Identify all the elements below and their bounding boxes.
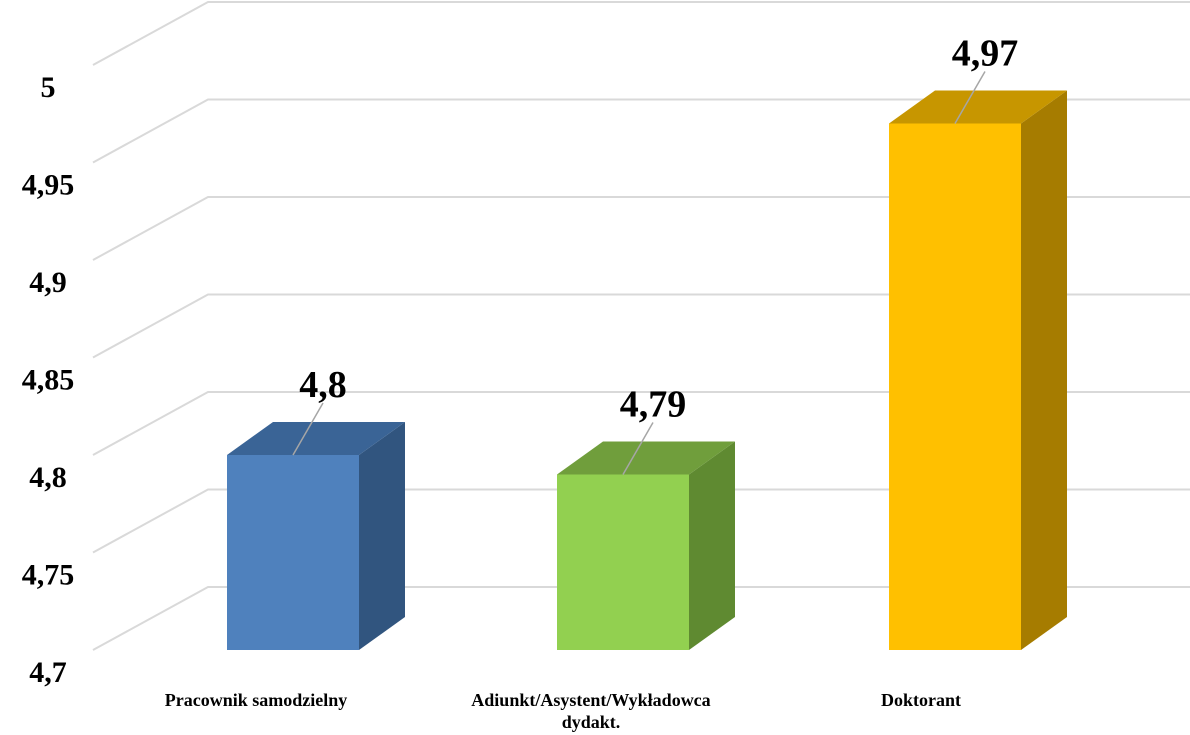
bar-side-face bbox=[359, 422, 405, 650]
x-category-label: Doktorant bbox=[881, 690, 961, 710]
bar bbox=[889, 90, 1067, 650]
data-label-leader bbox=[954, 71, 986, 124]
bar-top-face bbox=[557, 441, 735, 475]
data-label: 4,8 bbox=[299, 364, 347, 406]
bar-top-face bbox=[227, 422, 405, 455]
x-category-label: Adiunkt/Asystent/Wykładowca dydakt. bbox=[471, 690, 710, 732]
gridline bbox=[92, 391, 1190, 456]
data-label-leader bbox=[622, 422, 654, 475]
y-axis-ticks: 4,7 4,75 4,8 4,85 4,9 4,95 5 bbox=[22, 71, 75, 689]
gridline bbox=[92, 196, 1190, 261]
y-tick-label: 4,95 bbox=[22, 169, 75, 202]
gridlines bbox=[92, 1, 1190, 651]
bar-front-face bbox=[557, 474, 689, 650]
bar-side-face bbox=[689, 441, 735, 650]
data-labels: 4,8 4,79 4,97 bbox=[292, 33, 1019, 475]
y-tick-label: 4,85 bbox=[22, 364, 75, 397]
bar-side-face bbox=[1021, 90, 1067, 650]
gridline bbox=[92, 293, 1190, 359]
y-tick-label: 4,8 bbox=[29, 461, 67, 494]
data-label: 4,79 bbox=[620, 384, 687, 426]
x-axis-categories: Pracownik samodzielny Adiunkt/Asystent/Wy… bbox=[165, 690, 961, 732]
y-tick-label: 4,75 bbox=[22, 559, 75, 592]
bars bbox=[227, 90, 1067, 650]
gridline bbox=[92, 488, 1190, 554]
gridline bbox=[92, 1, 1190, 66]
bar-front-face bbox=[889, 123, 1021, 650]
bar bbox=[227, 422, 405, 650]
gridline bbox=[92, 586, 1190, 651]
y-tick-label: 4,7 bbox=[29, 656, 67, 689]
bar-front-face bbox=[227, 455, 359, 650]
y-tick-label: 4,9 bbox=[29, 266, 67, 299]
bar-top-face bbox=[889, 90, 1067, 124]
gridline bbox=[92, 98, 1190, 164]
data-label-leader bbox=[292, 402, 324, 456]
y-tick-label: 5 bbox=[41, 71, 56, 104]
data-label: 4,97 bbox=[952, 33, 1019, 75]
bar bbox=[557, 441, 735, 650]
x-category-label: Pracownik samodzielny bbox=[165, 690, 348, 710]
